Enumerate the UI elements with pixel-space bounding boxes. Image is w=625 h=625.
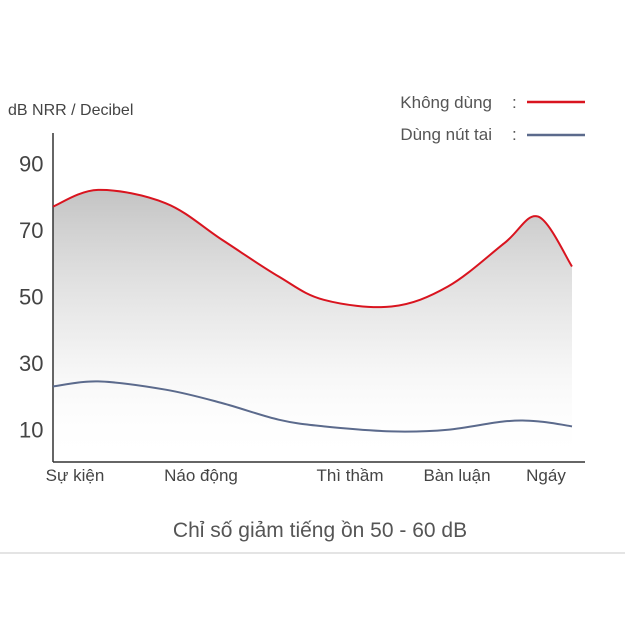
x-tick-label: Bàn luận <box>423 466 490 485</box>
y-tick-label: 10 <box>19 418 43 443</box>
legend-separator-0: : <box>512 93 517 112</box>
series-lines <box>52 188 573 433</box>
legend-label-0: Không dùng <box>400 93 492 112</box>
y-tick-labels: 10 30 50 70 90 <box>19 151 43 442</box>
y-tick-label: 90 <box>19 151 43 176</box>
x-tick-label: Thì thầm <box>316 466 383 485</box>
x-tick-label: Ngáy <box>526 466 566 485</box>
area-fill-layer <box>53 189 572 462</box>
y-tick-label: 70 <box>19 218 43 243</box>
x-tick-labels: Sự kiện Náo động Thì thầm Bàn luận Ngáy <box>46 466 567 485</box>
legend-separator-1: : <box>512 125 517 144</box>
area-fill <box>53 189 572 462</box>
x-tick-label: Sự kiện <box>46 466 105 485</box>
chart-title: Chỉ số giảm tiếng ồn 50 - 60 dB <box>173 519 467 542</box>
x-tick-label: Náo động <box>164 466 238 485</box>
y-axis-label: dB NRR / Decibel <box>8 102 133 119</box>
y-tick-label: 50 <box>19 285 43 310</box>
series-line-1 <box>52 380 573 433</box>
y-tick-label: 30 <box>19 351 43 376</box>
legend-label-1: Dùng nút tai <box>400 125 492 144</box>
legend: Không dùng : Dùng nút tai : <box>400 93 585 144</box>
series-line-0 <box>52 188 573 309</box>
